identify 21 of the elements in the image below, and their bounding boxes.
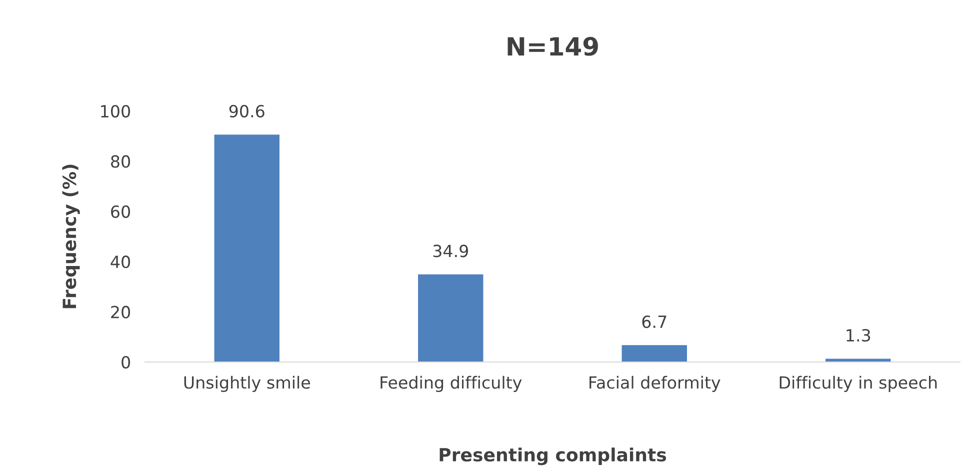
chart-title: N=149: [508, 36, 598, 56]
y-tick-label: 40: [110, 256, 130, 268]
x-tick-label: Facial deformity: [590, 376, 720, 392]
x-tick-label: Feeding difficulty: [380, 376, 522, 392]
x-axis-title: Presenting complaints: [440, 448, 666, 466]
data-label: 1.3: [846, 329, 870, 342]
data-label: 34.9: [433, 244, 468, 258]
y-tick-label: 80: [111, 155, 130, 168]
y-tick-label: 100: [101, 104, 130, 118]
x-tick-label: Difficulty in speech: [780, 376, 937, 392]
y-axis-title: Frequency (%): [62, 164, 80, 308]
y-tick-label: 0: [122, 356, 130, 369]
bar: [622, 345, 687, 362]
bar: [214, 134, 280, 362]
bar: [826, 358, 891, 362]
data-label: 6.7: [642, 315, 666, 328]
data-label: 90.6: [229, 104, 264, 118]
bar: [418, 274, 484, 362]
x-tick-label: Unsightly smile: [184, 376, 310, 392]
y-tick-label: 60: [111, 205, 130, 218]
y-tick-label: 20: [111, 306, 130, 318]
